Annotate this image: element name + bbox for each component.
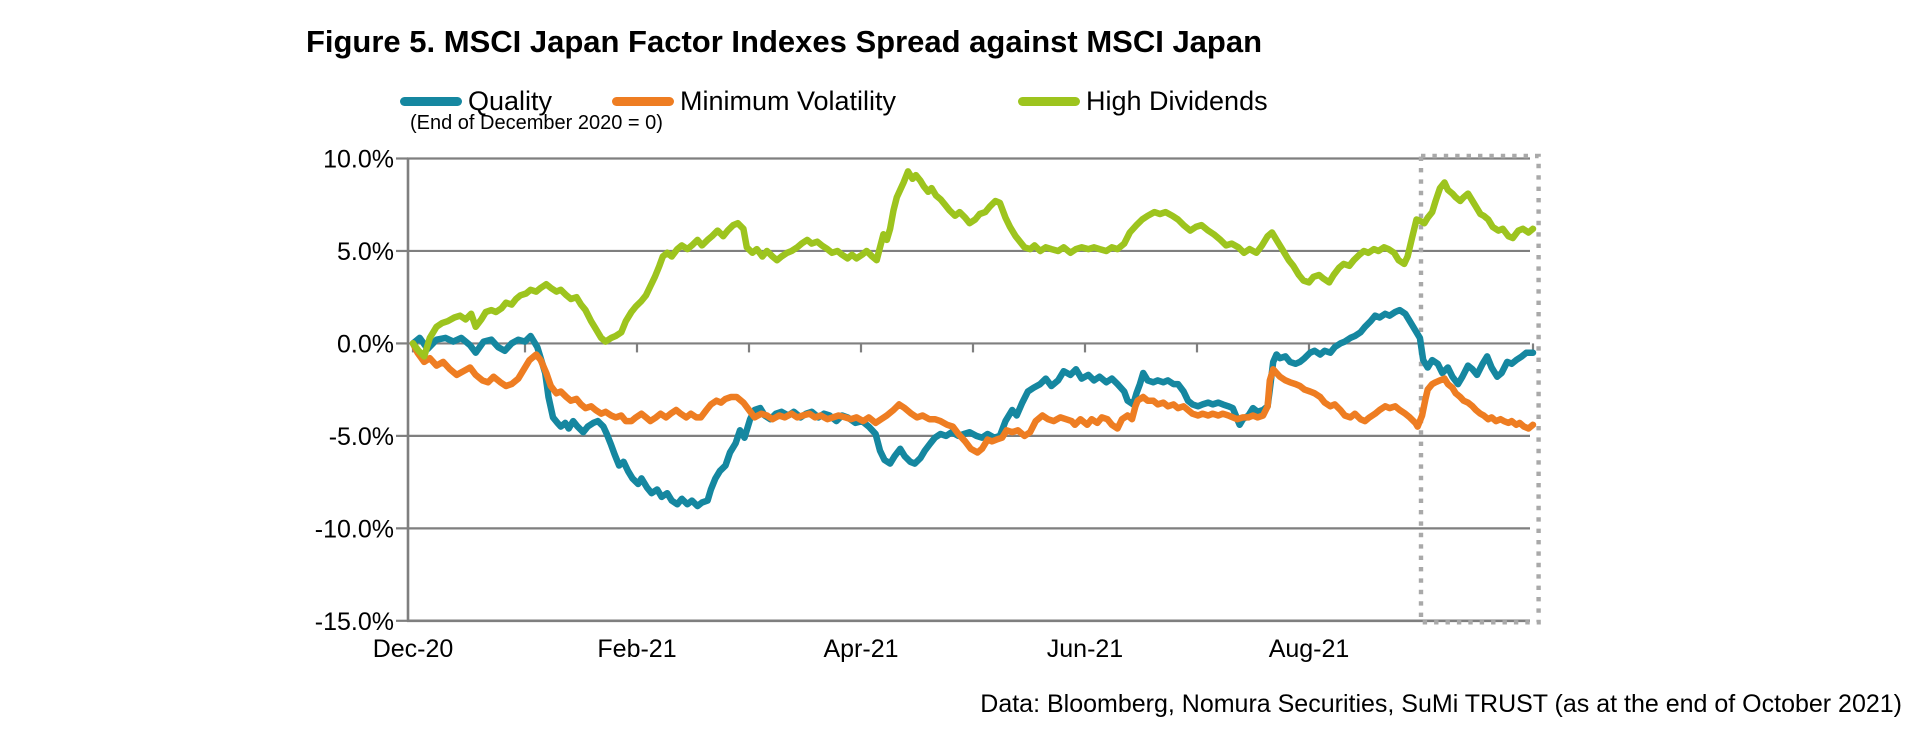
x-axis-label: Aug-21 (1269, 635, 1350, 663)
y-axis-label: 0.0% (337, 330, 394, 358)
chart-title: Figure 5. MSCI Japan Factor Indexes Spre… (305, 24, 1263, 59)
legend-item-quality: Quality (400, 86, 552, 117)
legend-swatch-minimum-volatility (612, 97, 674, 106)
series-line-minimum-volatility (409, 340, 1537, 456)
x-axis-label: Feb-21 (597, 635, 676, 663)
highlight-box (1418, 153, 1541, 625)
legend-swatch-quality (400, 97, 462, 106)
y-axis-label: -10.0% (315, 515, 394, 543)
y-axis-label: -5.0% (329, 423, 394, 451)
x-axis-label: Jun-21 (1047, 635, 1123, 663)
series-line-high-dividends (409, 168, 1537, 360)
y-axis-label: -15.0% (315, 608, 394, 636)
legend-item-minimum-volatility: Minimum Volatility (612, 86, 896, 117)
axis-note: (End of December 2020 = 0) (410, 112, 663, 134)
source-caption: Data: Bloomberg, Nomura Securities, SuMi… (980, 690, 1902, 718)
legend-swatch-high-dividends (1018, 97, 1080, 106)
legend-label-minimum-volatility: Minimum Volatility (680, 86, 897, 116)
x-axis-label: Apr-21 (823, 635, 898, 663)
legend-item-high-dividends: High Dividends (1018, 86, 1268, 117)
x-axis-label: Dec-20 (373, 635, 454, 663)
legend-label-high-dividends: High Dividends (1086, 86, 1268, 116)
legend-label-quality: Quality (468, 86, 553, 116)
y-axis-label: 5.0% (337, 238, 394, 266)
y-axis-label: 10.0% (323, 146, 394, 174)
